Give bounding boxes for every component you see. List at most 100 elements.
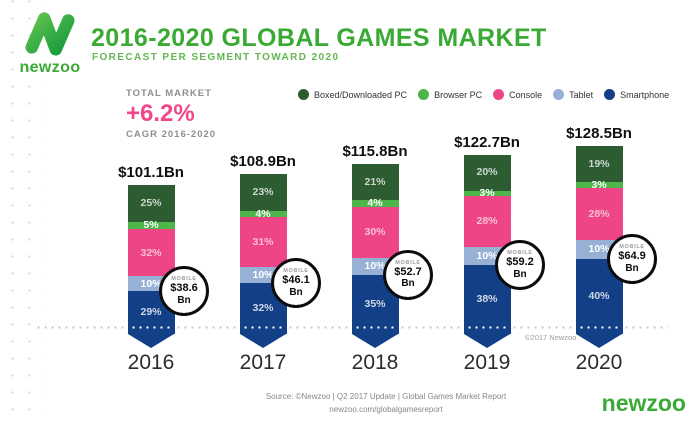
bar-tip-2018 [351, 334, 398, 348]
bar-segment-boxed-downloaded-pc-2019: 20% [463, 154, 511, 191]
bar-segment-boxed-downloaded-pc-2018: 21% [351, 164, 399, 200]
legend-label: Tablet [569, 89, 594, 100]
bar-segment-console-2020: 28% [575, 187, 623, 241]
year-label-2018: 2018 [351, 351, 399, 374]
segment-percent-label: 28% [588, 207, 610, 220]
total-label-2016: $101.1Bn [118, 164, 184, 182]
bar-2020: 19% 3% 28% 10% 40% [575, 146, 623, 334]
segment-percent-label: 10% [364, 259, 386, 272]
bar-segment-browser-pc-2016: 5% [127, 219, 175, 232]
bar-segment-console-2016: 32% [127, 229, 175, 277]
chart-legend: Boxed/Downloaded PC Browser PC Console Tabl… [298, 89, 669, 100]
baseline-dots-over-bar-2017 [241, 326, 285, 329]
baseline-dots-over-bar-2018 [353, 326, 397, 329]
total-market-cagr-range: CAGR 2016-2020 [126, 129, 217, 140]
mobile-callout-2017: MOBILE $46.1 Bn [271, 257, 321, 308]
legend-swatch-tablet [553, 89, 565, 100]
year-label-2017: 2017 [239, 351, 287, 374]
total-label-2017: $108.9Bn [230, 153, 296, 170]
bar-2017: 23% 4% 31% 10% 32% [239, 174, 287, 334]
mobile-callout-label: MOBILE [619, 244, 645, 251]
mobile-callout-2019: MOBILE $59.2 Bn [495, 240, 545, 291]
bar-tip-2020 [575, 334, 622, 348]
source-note: Source: ©Newzoo | Q2 2017 Update | Globa… [230, 390, 542, 416]
newzoo-logo-text: newzoo [19, 59, 81, 76]
bar-segment-browser-pc-2020: 3% [575, 178, 623, 191]
bar-tip-2019 [463, 334, 510, 348]
legend-item-console: Console [493, 89, 542, 100]
segment-percent-label: 31% [252, 235, 274, 248]
segment-percent-label: 30% [364, 225, 386, 238]
mobile-callout-unit: Bn [513, 268, 527, 280]
bar-segment-console-2019: 28% [463, 196, 511, 247]
segment-percent-label: 10% [588, 243, 610, 256]
bar-2019: 20% 3% 28% 10% 38% [463, 154, 511, 334]
legend-swatch-boxed-downloaded-pc [298, 89, 309, 100]
source-line-2: newzoo.com/globalgamesreport [329, 405, 443, 414]
segment-percent-label: 10% [140, 277, 162, 290]
mobile-callout-value: $46.1 [282, 273, 310, 286]
segment-percent-label: 32% [252, 302, 274, 315]
mobile-callout-unit: Bn [401, 278, 415, 290]
segment-percent-label: 4% [255, 207, 271, 220]
bar-segment-browser-pc-2018: 4% [351, 198, 399, 208]
segment-percent-label: 38% [476, 293, 498, 306]
legend-label: Boxed/Downloaded PC [314, 89, 408, 100]
segment-percent-label: 40% [588, 290, 610, 303]
segment-percent-label: 10% [252, 268, 274, 281]
year-label-2020: 2020 [575, 351, 623, 374]
mobile-callout-value: $52.7 [394, 265, 422, 278]
mobile-callout-2020: MOBILE $64.9 Bn [607, 233, 657, 284]
mobile-callout-label: MOBILE [171, 276, 197, 283]
mobile-callout-unit: Bn [625, 262, 639, 274]
decorative-dot-grid [0, 0, 46, 425]
bar-2018: 21% 4% 30% 10% 35% [351, 164, 399, 334]
legend-label: Browser PC [434, 89, 483, 100]
bar-segment-console-2017: 31% [239, 217, 287, 267]
mobile-callout-value: $64.9 [618, 250, 646, 263]
legend-label: Smartphone [620, 89, 670, 100]
newzoo-wordmark: newzoo [601, 390, 686, 416]
bar-segment-boxed-downloaded-pc-2017: 23% [239, 174, 287, 211]
legend-item-tablet: Tablet [553, 89, 593, 100]
segment-percent-label: 28% [476, 215, 498, 228]
mobile-callout-unit: Bn [289, 286, 303, 298]
legend-item-smartphone: Smartphone [604, 89, 669, 100]
bar-2016: 25% 5% 32% 10% 29% [127, 185, 175, 334]
bar-segment-boxed-downloaded-pc-2020: 19% [575, 146, 623, 182]
legend-swatch-browser-pc [418, 89, 430, 100]
baseline-dots-over-bar-2020 [577, 326, 621, 329]
total-label-2018: $115.8Bn [342, 143, 408, 161]
newzoo-logo-icon [25, 12, 75, 56]
segment-percent-label: 3% [479, 187, 495, 200]
newzoo-logo: newzoo [18, 8, 82, 77]
bar-segment-browser-pc-2017: 4% [239, 207, 287, 220]
segment-percent-label: 19% [588, 157, 610, 170]
page-subtitle: FORECAST PER SEGMENT TOWARD 2020 [92, 52, 340, 63]
page-title: 2016-2020 GLOBAL GAMES MARKET [91, 24, 547, 52]
mobile-callout-2016: MOBILE $38.6 Bn [159, 266, 209, 317]
segment-percent-label: 5% [143, 219, 159, 232]
segment-percent-label: 25% [140, 197, 162, 210]
mobile-callout-label: MOBILE [507, 250, 533, 257]
total-market-cagr-value: +6.2% [126, 100, 195, 127]
mobile-callout-value: $38.6 [170, 282, 198, 295]
source-line-1: Source: ©Newzoo | Q2 2017 Update | Globa… [265, 392, 507, 401]
segment-percent-label: 35% [364, 298, 386, 311]
mobile-callout-unit: Bn [177, 295, 191, 307]
segment-percent-label: 29% [140, 306, 162, 319]
mobile-callout-label: MOBILE [395, 259, 421, 266]
total-label-2020: $128.5Bn [566, 125, 632, 143]
segment-percent-label: 3% [591, 178, 607, 191]
total-market-block: TOTAL MARKET +6.2% CAGR 2016-2020 [126, 88, 216, 140]
segment-percent-label: 20% [476, 166, 498, 179]
segment-percent-label: 21% [364, 175, 386, 188]
baseline-dots-over-bar-2016 [129, 326, 173, 329]
bar-segment-browser-pc-2019: 3% [463, 187, 511, 200]
legend-label: Console [509, 89, 543, 100]
bar-segment-boxed-downloaded-pc-2016: 25% [127, 185, 175, 222]
mobile-callout-label: MOBILE [283, 267, 309, 274]
legend-item-browser-pc: Browser PC [418, 89, 482, 100]
copyright-note: ©2017 Newzoo [525, 333, 577, 342]
